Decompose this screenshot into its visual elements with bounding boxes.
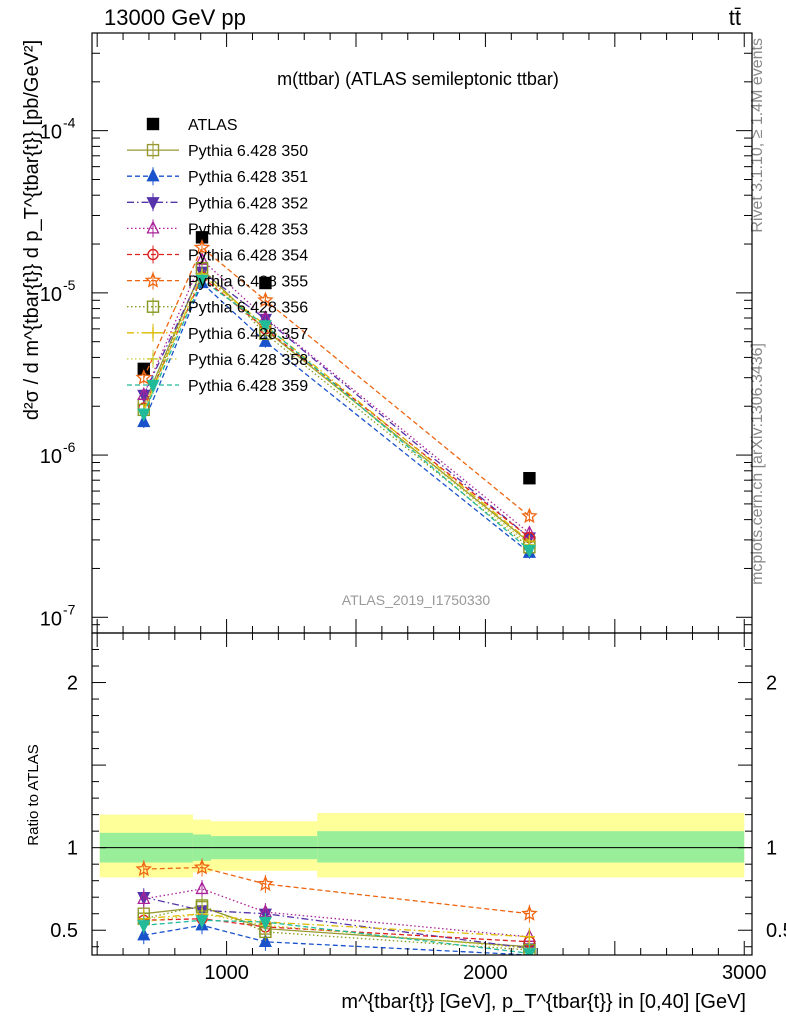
main-series-line [143, 273, 530, 542]
legend-label: Pythia 6.428 357 [188, 326, 308, 343]
y-tick-label: 10 [40, 284, 62, 306]
legend-label: Pythia 6.428 350 [188, 143, 308, 160]
ratio-plot-frame [91, 632, 753, 956]
ratio-point [257, 875, 274, 892]
legend-marker [147, 353, 159, 365]
legend-label: Pythia 6.428 354 [188, 248, 308, 265]
data-point [523, 472, 536, 485]
legend-marker [147, 327, 159, 339]
legend-marker [146, 197, 160, 211]
ratio-point [193, 858, 211, 875]
legend-label: Pythia 6.428 358 [188, 352, 308, 369]
x-tick-label: 2000 [463, 962, 508, 984]
ratio-y-tick-label: 2 [67, 673, 78, 695]
ratio-series-line [143, 924, 530, 955]
main-series-line [143, 281, 530, 554]
legend-marker [146, 300, 160, 313]
mc-point [258, 333, 272, 347]
ratio-point [521, 904, 538, 921]
legend-label: Pythia 6.428 359 [188, 378, 308, 395]
legend-label: Pythia 6.428 356 [188, 300, 308, 317]
ratio-y-tick-label-right: 1 [766, 838, 777, 860]
ratio-series-line [143, 919, 530, 954]
legend: ATLAS Pythia 6.428 350 Pythia 6.428 351 Pyt… [127, 117, 308, 395]
legend-marker [144, 271, 162, 288]
mc-point [195, 274, 209, 288]
main-series-line [143, 268, 530, 543]
x-tick-label: 3000 [722, 962, 767, 984]
legend-marker [146, 117, 160, 131]
main-series-line [143, 246, 530, 517]
ratio-band-inner [317, 831, 745, 863]
ratio-point [137, 920, 151, 934]
y-tick-label-exponent: -5 [63, 277, 76, 293]
ratio-series-line [143, 913, 530, 950]
mc-point [522, 544, 536, 558]
ratio-point [522, 948, 536, 955]
legend-label: Pythia 6.428 353 [188, 221, 308, 238]
mc-point [137, 386, 151, 401]
legend-label: Pythia 6.428 352 [188, 195, 308, 212]
legend-marker [146, 168, 160, 182]
legend-marker [147, 248, 159, 261]
ratio-series-line [143, 918, 530, 943]
mc-point [193, 238, 211, 255]
mc-point [258, 320, 272, 334]
ratio-y-tick-label: 1 [67, 838, 78, 860]
mc-point [137, 408, 151, 422]
ratio-series-line [143, 866, 530, 915]
header-right: tt̄ [729, 5, 741, 30]
x-axis-label: m^{tbar{t}} [GeV], p_T^{tbar{t}} in [0,4… [341, 991, 746, 1013]
ratio-y-axis-label: Ratio to ATLAS [25, 744, 42, 845]
ratio-point [195, 915, 209, 929]
mc-point [257, 291, 274, 308]
y-tick-label-exponent: -7 [63, 601, 76, 617]
y-tick-label: 10 [40, 608, 62, 630]
mc-point [521, 507, 538, 524]
mcplots-label: mcplots.cern.ch [arXiv:1306.3436] [749, 343, 766, 585]
ratio-y-tick-label-right: 0.5 [766, 920, 786, 942]
ratio-series-line [143, 904, 530, 951]
chart-title: m(ttbar) (ATLAS semileptonic ttbar) [277, 69, 559, 89]
ratio-series-line [143, 913, 530, 938]
main-y-axis-label: d²σ / d m^{tbar{t}} d p_T^{tbar{t}} [pb/… [21, 40, 43, 420]
header-left: 13000 GeV pp [104, 5, 246, 30]
ratio-series-line [143, 896, 530, 950]
watermark: ATLAS_2019_I1750330 [342, 592, 491, 608]
mc-point [135, 369, 152, 385]
ratio-y-tick-label: 0.5 [50, 920, 78, 942]
legend-marker [146, 379, 160, 393]
ratio-y-tick-label-right: 2 [766, 673, 777, 695]
ratio-point [135, 860, 152, 877]
rivet-label: Rivet 3.1.10, ≥ 1.4M events [749, 38, 766, 233]
ratio-layer [135, 858, 538, 955]
x-tick-label: 1000 [204, 962, 249, 984]
ratio-series-line [143, 888, 530, 938]
ratio-point [137, 890, 151, 905]
y-tick-label: 10 [40, 122, 62, 144]
legend-marker [146, 220, 160, 234]
legend-marker [146, 143, 160, 157]
legend-label: Pythia 6.428 351 [188, 169, 308, 186]
ratio-point [258, 916, 272, 930]
y-tick-label-exponent: -6 [63, 439, 76, 455]
main-series-line [143, 267, 530, 548]
legend-label: ATLAS [188, 117, 238, 134]
data-point [259, 276, 272, 290]
legend-label: Pythia 6.428 355 [188, 274, 308, 291]
y-tick-label-exponent: -4 [63, 115, 76, 131]
y-tick-label: 10 [40, 446, 62, 468]
ratio-point [195, 880, 209, 895]
main-series-line [143, 279, 530, 551]
